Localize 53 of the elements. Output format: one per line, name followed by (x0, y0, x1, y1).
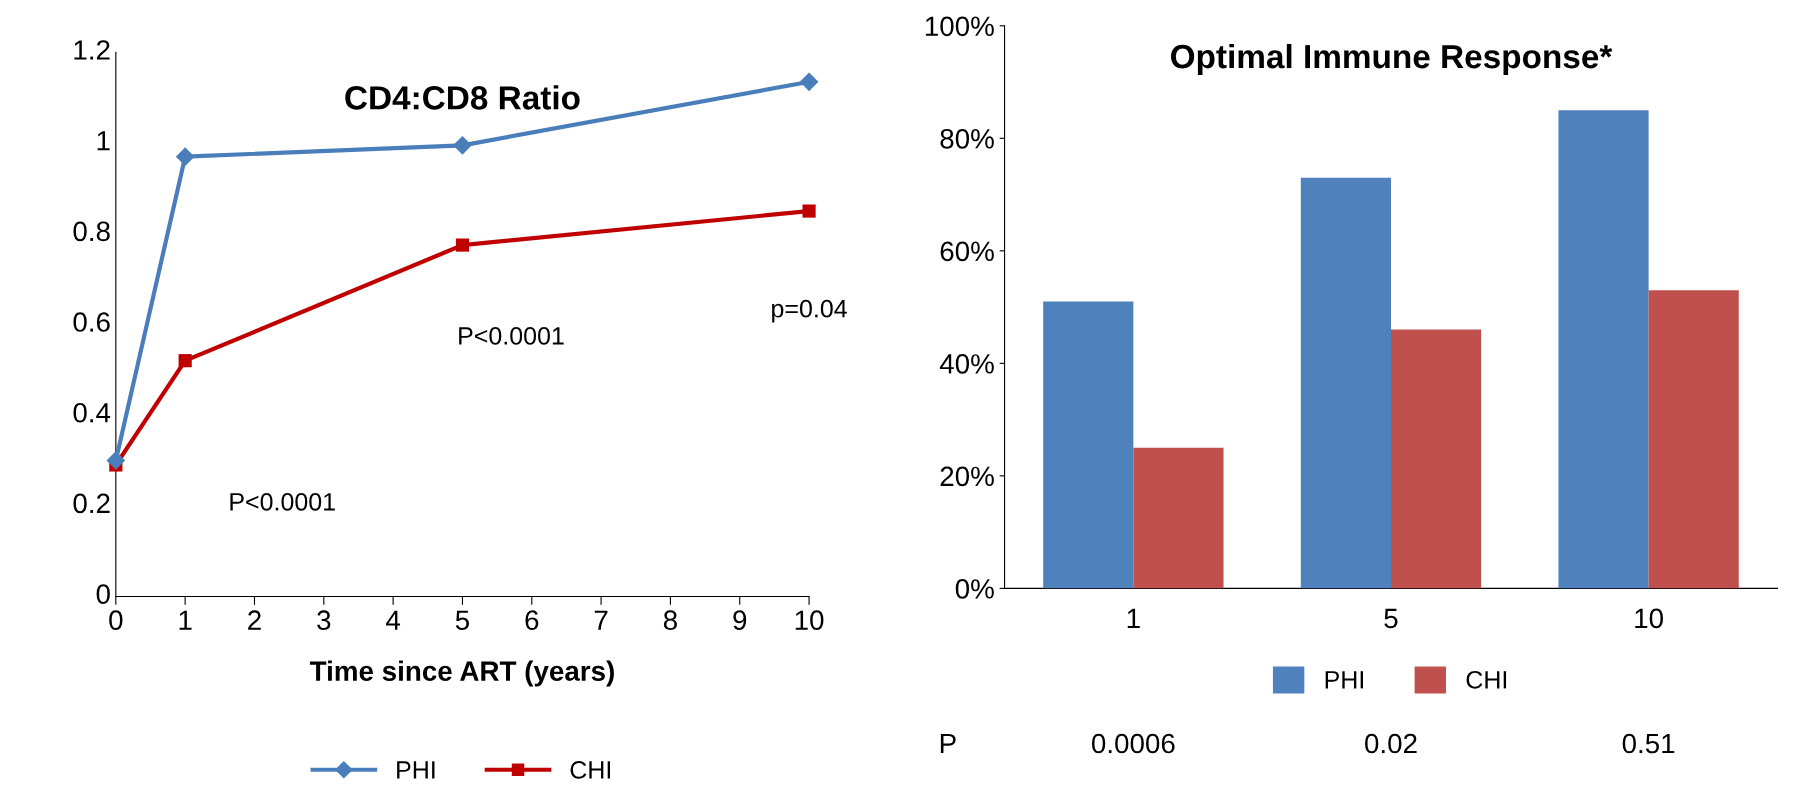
x-tick-label: 3 (317, 610, 331, 631)
y-tick-label: 1.2 (74, 40, 110, 60)
point (455, 238, 470, 252)
y-tick-label: 20% (940, 466, 994, 487)
legend-label: CHI (1466, 670, 1507, 689)
y-tick-label: 0% (955, 579, 994, 599)
point (178, 354, 192, 368)
annotation: P<0.0001 (459, 327, 564, 345)
point (799, 72, 819, 92)
x-tick-label: 4 (386, 610, 401, 630)
y-tick-label: 100% (925, 16, 994, 37)
x-axis-title: Time since ART (years) (309, 660, 614, 687)
y-tick-label: 0.8 (73, 221, 110, 242)
x-tick-label: 6 (525, 610, 539, 631)
legend-label: PHI (397, 761, 435, 779)
y-tick-label: 0.2 (73, 493, 110, 514)
x-tick-label: 10 (1635, 608, 1663, 629)
bar (1300, 177, 1391, 589)
text: 0.0006 (1091, 733, 1175, 754)
x-tick-label: 5 (1384, 608, 1398, 629)
text: Optimal Immune Response* (1171, 43, 1613, 76)
x-tick-label: 2 (248, 610, 261, 630)
x-tick-label: 9 (733, 610, 747, 631)
y-tick-label: 80% (940, 128, 994, 149)
y-tick-label: 60% (940, 241, 994, 262)
x-tick-label: 5 (455, 610, 470, 631)
point (106, 451, 126, 470)
legend-label: CHI (570, 761, 611, 779)
y-tick-label: 0.4 (73, 402, 111, 423)
annotation: P<0.0001 (230, 492, 335, 511)
bar (1648, 290, 1739, 589)
text: 0.51 (1622, 733, 1675, 754)
y-tick-label: 0 (96, 584, 110, 604)
y-tick-label: 40% (939, 354, 994, 374)
bar (1043, 301, 1134, 589)
text: P (940, 733, 956, 754)
x-tick-label: 7 (594, 610, 608, 630)
point (175, 147, 195, 166)
x-tick-label: 1 (1127, 608, 1140, 628)
legend-label: PHI (1325, 671, 1363, 689)
point (802, 204, 816, 218)
x-tick-label: 10 (795, 610, 824, 631)
bar (1133, 447, 1224, 589)
point (453, 136, 472, 155)
annotation: p=0.04 (772, 299, 847, 323)
text: 0.02 (1365, 733, 1417, 754)
text: CD4:CD8 Ratio (345, 85, 580, 110)
x-tick-label: 1 (179, 610, 192, 630)
x-tick-label: 8 (663, 610, 677, 631)
bar (1558, 110, 1649, 589)
bar (1390, 329, 1482, 589)
y-tick-label: 1 (97, 131, 110, 151)
y-tick-label: 0.6 (73, 312, 110, 332)
